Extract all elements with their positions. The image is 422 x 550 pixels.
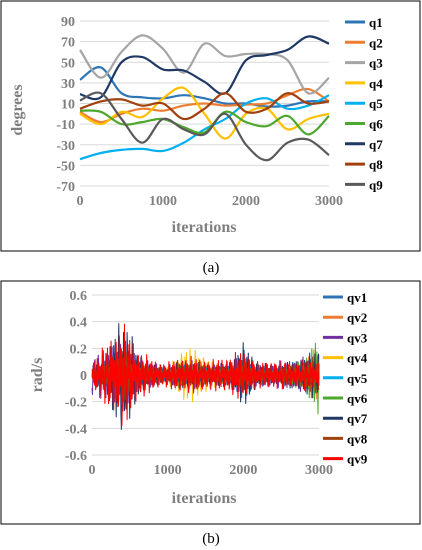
y-tick-label: -50 — [56, 159, 75, 174]
y-tick-label: -0.6 — [65, 449, 87, 464]
x-tick-label: 2000 — [232, 194, 260, 209]
y-tick-label: 70 — [61, 36, 75, 51]
series-line-q2 — [79, 87, 330, 124]
y-tick-label: -70 — [56, 180, 75, 195]
x-tick-label: 0 — [77, 194, 84, 209]
legend-label: q6 — [369, 117, 383, 132]
series-line-q6 — [79, 109, 330, 136]
x-tick-label: 0 — [89, 463, 96, 478]
legend-label: q2 — [369, 35, 383, 50]
x-tick-label: 3000 — [305, 463, 333, 478]
caption-a: (a) — [203, 260, 220, 276]
y-tick-label: -30 — [56, 139, 75, 154]
y-tick-label: 0 — [80, 369, 87, 384]
x-tick-label: 2000 — [229, 463, 257, 478]
series-line-q4 — [79, 86, 330, 140]
legend-label: q1 — [369, 15, 383, 30]
legend-label: qv5 — [347, 371, 368, 386]
y-tick-label: 0.4 — [70, 316, 88, 331]
y-tick-label: 10 — [61, 98, 75, 113]
x-axis-title: iterations — [172, 490, 237, 507]
y-axis-title: rad/s — [29, 358, 46, 393]
y-tick-label: 30 — [61, 77, 75, 92]
legend-label: qv2 — [347, 310, 367, 325]
y-tick-label: -10 — [56, 118, 75, 133]
series-line-q9 — [79, 91, 330, 162]
legend-label: q5 — [369, 96, 383, 111]
y-tick-label: 50 — [61, 56, 75, 71]
legend-label: qv4 — [347, 351, 368, 366]
series-line-q8 — [79, 92, 330, 121]
y-tick-label: 0.6 — [70, 289, 88, 304]
x-tick-label: 1000 — [154, 463, 182, 478]
x-axis-title: iterations — [172, 219, 237, 236]
y-tick-label: 90 — [61, 15, 75, 30]
x-tick-label: 3000 — [315, 194, 343, 209]
legend-label: q3 — [369, 56, 383, 71]
caption-b: (b) — [202, 531, 220, 547]
legend-label: q7 — [369, 137, 383, 152]
legend-label: qv1 — [347, 290, 367, 305]
y-tick-label: -0.2 — [65, 396, 87, 411]
legend-label: qv6 — [347, 391, 368, 406]
series-line-q1 — [79, 66, 330, 108]
series-line-q3 — [79, 34, 330, 95]
joint-velocity-chart: 0.6 0.4 0.2 0 -0.2 -0.4 -0.6 0 1000 2000 3000 rad… — [0, 280, 421, 525]
y-tick-label: -0.4 — [65, 422, 87, 437]
legend-label: qv7 — [347, 411, 368, 426]
x-tick-label: 1000 — [149, 194, 177, 209]
series-line-qv9 — [91, 323, 320, 427]
legend-label: qv3 — [347, 330, 368, 345]
legend-label: q8 — [369, 157, 383, 172]
y-tick-label: 0.2 — [70, 342, 88, 357]
joint-angle-chart: 90 70 50 30 10 -10 -30 -50 -70 0 1000 2000 3000 deg… — [0, 0, 421, 252]
legend-label: q9 — [369, 177, 383, 192]
y-axis-title: degrees — [9, 84, 26, 135]
series-line-q5 — [79, 94, 330, 161]
legend-label: qv8 — [347, 431, 368, 446]
series-line-q7 — [79, 35, 330, 101]
legend-label: qv9 — [347, 452, 368, 467]
legend-label: q4 — [369, 76, 383, 91]
